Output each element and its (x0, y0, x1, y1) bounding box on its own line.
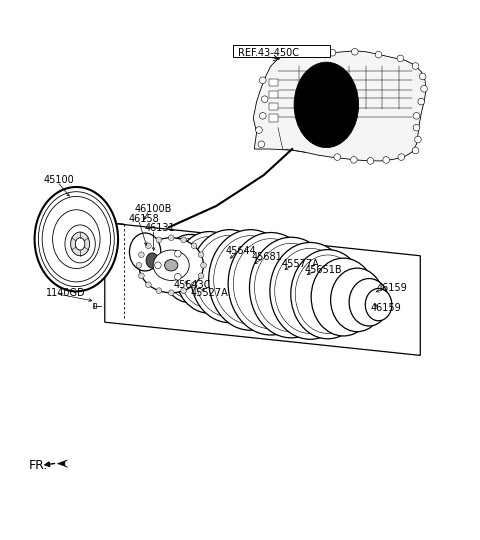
FancyBboxPatch shape (269, 79, 278, 86)
Ellipse shape (191, 230, 268, 323)
FancyBboxPatch shape (269, 114, 278, 122)
Circle shape (398, 154, 405, 160)
Text: 46159: 46159 (371, 303, 401, 313)
Text: 46158: 46158 (129, 214, 159, 224)
Ellipse shape (53, 210, 100, 268)
Circle shape (383, 157, 389, 163)
Circle shape (175, 273, 181, 280)
Text: REF.43-450C: REF.43-450C (238, 48, 299, 58)
Circle shape (261, 96, 268, 103)
Ellipse shape (250, 237, 333, 338)
Ellipse shape (146, 253, 158, 268)
Circle shape (156, 288, 162, 294)
Text: 1140GD: 1140GD (46, 288, 85, 298)
Circle shape (413, 112, 420, 119)
Circle shape (256, 127, 262, 133)
Circle shape (418, 98, 424, 105)
Ellipse shape (65, 225, 96, 263)
Ellipse shape (365, 288, 392, 321)
Ellipse shape (228, 233, 313, 335)
Circle shape (329, 49, 336, 56)
Text: 45643C: 45643C (174, 280, 211, 290)
Circle shape (201, 262, 206, 268)
Circle shape (412, 63, 419, 69)
Circle shape (175, 251, 181, 257)
Text: 46131: 46131 (144, 223, 175, 233)
Circle shape (180, 288, 186, 294)
Ellipse shape (294, 62, 359, 147)
Circle shape (375, 51, 382, 58)
Circle shape (367, 158, 374, 164)
Ellipse shape (349, 279, 389, 326)
Circle shape (139, 273, 144, 279)
Ellipse shape (38, 192, 114, 287)
Circle shape (351, 49, 358, 55)
Ellipse shape (71, 232, 90, 256)
Text: 45577A: 45577A (282, 259, 320, 269)
Circle shape (420, 73, 426, 80)
Ellipse shape (270, 242, 350, 339)
Ellipse shape (291, 249, 365, 339)
Ellipse shape (35, 187, 118, 292)
Circle shape (145, 282, 151, 288)
Circle shape (191, 243, 197, 248)
Circle shape (191, 282, 197, 288)
FancyBboxPatch shape (269, 103, 278, 110)
Circle shape (307, 47, 313, 53)
Polygon shape (57, 460, 68, 467)
Circle shape (168, 290, 174, 295)
Circle shape (284, 49, 291, 56)
Circle shape (412, 147, 419, 154)
Circle shape (198, 273, 204, 279)
Text: 45681: 45681 (252, 252, 283, 262)
Circle shape (155, 262, 161, 268)
Circle shape (413, 124, 420, 131)
Circle shape (145, 243, 151, 248)
Text: FR.: FR. (29, 459, 48, 472)
Ellipse shape (311, 258, 376, 336)
Text: 45100: 45100 (43, 175, 74, 185)
Circle shape (415, 136, 421, 143)
Ellipse shape (209, 230, 292, 330)
FancyBboxPatch shape (269, 91, 278, 98)
Text: 45651B: 45651B (304, 265, 342, 274)
Ellipse shape (175, 232, 243, 313)
Text: 46100B: 46100B (135, 204, 172, 214)
Circle shape (258, 141, 264, 147)
Circle shape (397, 55, 404, 62)
Circle shape (260, 77, 266, 84)
Circle shape (136, 262, 142, 268)
Polygon shape (93, 303, 96, 308)
Circle shape (421, 85, 427, 92)
FancyBboxPatch shape (233, 45, 330, 57)
Polygon shape (253, 49, 426, 161)
Ellipse shape (42, 197, 110, 282)
Circle shape (180, 237, 186, 242)
Text: 46159: 46159 (377, 282, 408, 293)
Ellipse shape (139, 238, 204, 293)
Circle shape (334, 154, 341, 160)
Ellipse shape (331, 268, 384, 332)
Circle shape (260, 112, 266, 119)
Circle shape (350, 157, 357, 163)
Ellipse shape (165, 260, 178, 271)
Circle shape (168, 235, 174, 241)
Ellipse shape (130, 233, 161, 271)
Circle shape (156, 237, 162, 242)
Circle shape (139, 252, 144, 258)
Ellipse shape (75, 238, 85, 250)
Text: 45527A: 45527A (190, 288, 228, 298)
Circle shape (198, 252, 204, 258)
Ellipse shape (153, 250, 189, 280)
FancyBboxPatch shape (261, 47, 275, 56)
Ellipse shape (162, 234, 219, 303)
Text: 45644: 45644 (226, 246, 256, 256)
